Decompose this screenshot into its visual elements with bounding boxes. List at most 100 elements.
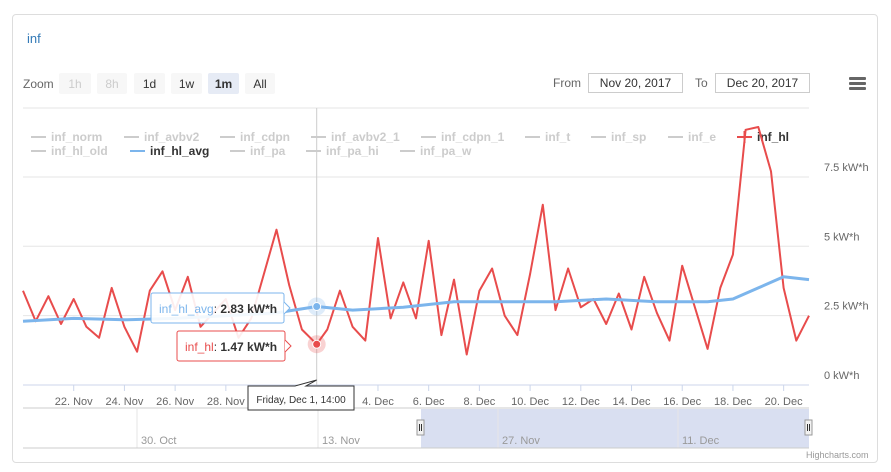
x-tick-label: 24. Nov <box>105 396 143 408</box>
y-tick-label: 7.5 kW*h <box>824 162 869 174</box>
range-selector: Zoom 1h 8h 1d 1w 1m All <box>23 73 275 94</box>
legend-item-inf_t[interactable]: inf_t <box>525 130 570 144</box>
legend-label: inf_norm <box>51 130 102 144</box>
x-tick-label: 26. Nov <box>156 396 194 408</box>
legend-label: inf_pa_w <box>420 144 472 158</box>
range-button-label: 1m <box>215 77 232 91</box>
range-button-8h: 8h <box>97 73 127 94</box>
legend-label: inf_cdpn_1 <box>441 130 505 144</box>
legend: inf_norm inf_avbv2 inf_cdpn inf_avbv2_1 inf_… <box>31 130 789 158</box>
x-tick-label: 6. Dec <box>413 396 445 408</box>
legend-label: inf_pa <box>250 144 286 158</box>
legend-label: inf_avbv2 <box>144 130 200 144</box>
navigator-handle-right[interactable] <box>804 419 813 436</box>
y-tick-label: 5 kW*h <box>824 231 859 243</box>
hover-marker-hl <box>312 339 322 349</box>
x-tick-label: 20. Dec <box>765 396 803 408</box>
to-date-input[interactable]: Dec 20, 2017 <box>715 73 810 93</box>
hover-marker-avg <box>312 302 322 312</box>
x-tick-label: 28. Nov <box>207 396 245 408</box>
legend-label: inf_t <box>545 130 570 144</box>
grid-lines <box>23 107 809 386</box>
legend-item-inf_cdpn_1[interactable]: inf_cdpn_1 <box>421 130 505 144</box>
tooltip-text: inf_hl: 1.47 kW*h <box>185 340 277 354</box>
range-button-label: 1w <box>179 77 195 91</box>
range-button-all[interactable]: All <box>245 73 275 94</box>
tooltip-date: Friday, Dec 1, 14:00 <box>247 379 355 411</box>
range-button-1m[interactable]: 1m <box>208 73 239 94</box>
legend-label: inf_pa_hi <box>326 144 379 158</box>
legend-label: inf_hl_avg <box>150 144 209 158</box>
legend-item-inf_pa_hi[interactable]: inf_pa_hi <box>306 144 379 158</box>
legend-label: inf_hl <box>757 130 789 144</box>
range-button-label: All <box>253 77 266 91</box>
range-button-1h: 1h <box>59 73 91 94</box>
navigator-selection[interactable] <box>421 409 809 448</box>
handle-body <box>804 419 813 436</box>
context-menu-icon[interactable] <box>849 77 866 91</box>
range-button-bg <box>171 73 202 94</box>
legend-label: inf_hl_old <box>51 144 108 158</box>
navigator-tick-label: 11. Dec <box>682 435 720 447</box>
range-button-bg <box>208 73 239 94</box>
series-line-inf_hl <box>22 126 810 356</box>
range-button-label: 1h <box>68 77 81 91</box>
x-tick-label: 8. Dec <box>463 396 495 408</box>
legend-label: inf_avbv2_1 <box>331 130 400 144</box>
range-button-bg <box>59 73 91 94</box>
legend-item-inf_cdpn[interactable]: inf_cdpn <box>220 130 290 144</box>
tooltip-date-label: Friday, Dec 1, 14:00 <box>256 395 346 406</box>
legend-item-inf_norm[interactable]: inf_norm <box>31 130 102 144</box>
x-tick-label: 18. Dec <box>714 396 752 408</box>
legend-item-inf_avbv2_1[interactable]: inf_avbv2_1 <box>311 130 400 144</box>
range-button-1d[interactable]: 1d <box>134 73 165 94</box>
legend-item-inf_pa[interactable]: inf_pa <box>230 144 286 158</box>
y-axis: 0 kW*h 2.5 kW*h 5 kW*h 7.5 kW*h <box>824 162 869 382</box>
range-button-label: 1d <box>143 77 156 91</box>
x-tick-label: 14. Dec <box>613 396 651 408</box>
tooltip-text: inf_hl_avg: 2.83 kW*h <box>159 302 277 316</box>
range-button-label: 8h <box>105 77 118 91</box>
legend-label: inf_cdpn <box>240 130 290 144</box>
range-button-bg <box>245 73 275 94</box>
tooltip-hl: inf_hl: 1.47 kW*h <box>176 330 292 362</box>
navigator-tick-label: 27. Nov <box>502 435 540 447</box>
x-tick-label: 4. Dec <box>362 396 394 408</box>
tooltip: inf_hl_avg: 2.83 kW*h inf_hl: 1.47 kW*h Fr… <box>150 108 355 411</box>
from-date-input[interactable]: Nov 20, 2017 <box>588 73 683 93</box>
legend-item-inf_sp[interactable]: inf_sp <box>591 130 646 144</box>
handle-body <box>416 419 425 436</box>
navigator-tick-label: 13. Nov <box>322 435 360 447</box>
legend-item-inf_avbv2[interactable]: inf_avbv2 <box>124 130 200 144</box>
y-tick-label: 2.5 kW*h <box>824 301 869 313</box>
series-layer <box>22 126 810 356</box>
navigator-handle-left[interactable] <box>416 419 425 436</box>
range-button-bg <box>134 73 165 94</box>
legend-item-inf_pa_w[interactable]: inf_pa_w <box>400 144 472 158</box>
navigator[interactable]: 30. Oct 13. Nov 27. Nov 11. Dec <box>23 407 813 449</box>
x-tick-label: 12. Dec <box>562 396 600 408</box>
legend-label: inf_sp <box>611 130 646 144</box>
panel-title: inf <box>27 31 41 46</box>
legend-item-inf_hl_old[interactable]: inf_hl_old <box>31 144 108 158</box>
tooltip-pointer <box>283 301 291 315</box>
to-label: To <box>695 76 708 90</box>
credits[interactable]: Highcharts.com <box>806 450 869 460</box>
x-tick-label: 16. Dec <box>663 396 701 408</box>
navigator-tick-label: 30. Oct <box>141 435 176 447</box>
tooltip-date-box <box>247 379 355 411</box>
range-button-bg <box>97 73 127 94</box>
tooltip-avg: inf_hl_avg: 2.83 kW*h <box>150 292 291 324</box>
legend-item-inf_e[interactable]: inf_e <box>668 130 716 144</box>
legend-label: inf_e <box>688 130 716 144</box>
x-tick-label: 10. Dec <box>511 396 549 408</box>
x-tick-label: 22. Nov <box>55 396 93 408</box>
range-button-1w[interactable]: 1w <box>171 73 202 94</box>
y-tick-label: 0 kW*h <box>824 370 859 382</box>
from-label: From <box>553 76 581 90</box>
tooltip-pointer <box>284 339 292 353</box>
legend-item-inf_hl_avg[interactable]: inf_hl_avg <box>130 144 209 158</box>
zoom-label: Zoom <box>23 77 54 91</box>
